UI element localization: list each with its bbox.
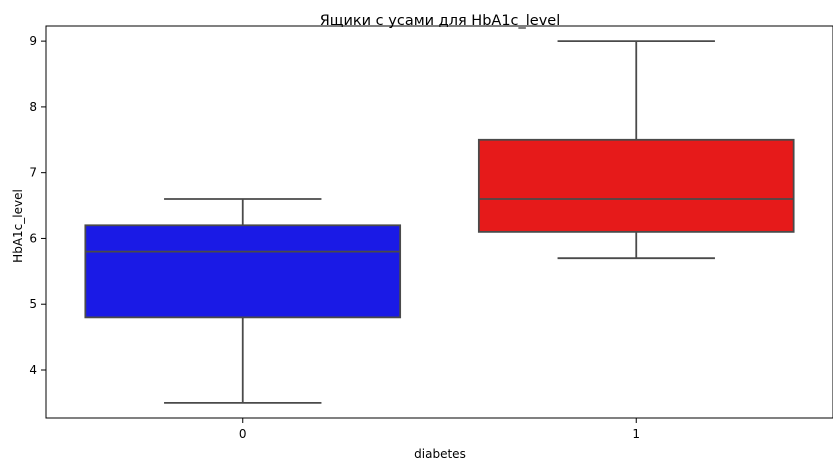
box-group-1: [477, 40, 795, 260]
y-axis-label: HbA1c_level: [11, 189, 25, 263]
y-tick-label: 4: [29, 363, 37, 377]
y-tick-label: 9: [29, 34, 37, 48]
plot-frame: [45, 25, 833, 419]
box-iqr: [84, 224, 402, 319]
y-tick-label: 7: [29, 166, 37, 180]
box-iqr: [477, 138, 795, 233]
plot-area: [84, 40, 795, 404]
y-tick-label: 6: [29, 231, 37, 245]
x-tick-label: 0: [239, 427, 247, 441]
x-tick-label: 1: [632, 427, 640, 441]
y-axis: 4 5 6 7 8 9: [29, 34, 46, 377]
chart-title: Ящики с усами для HbA1c_level: [320, 13, 561, 29]
box-group-0: [84, 198, 402, 404]
y-tick-label: 5: [29, 297, 37, 311]
y-tick-label: 8: [29, 100, 37, 114]
x-axis-label: diabetes: [414, 447, 466, 461]
